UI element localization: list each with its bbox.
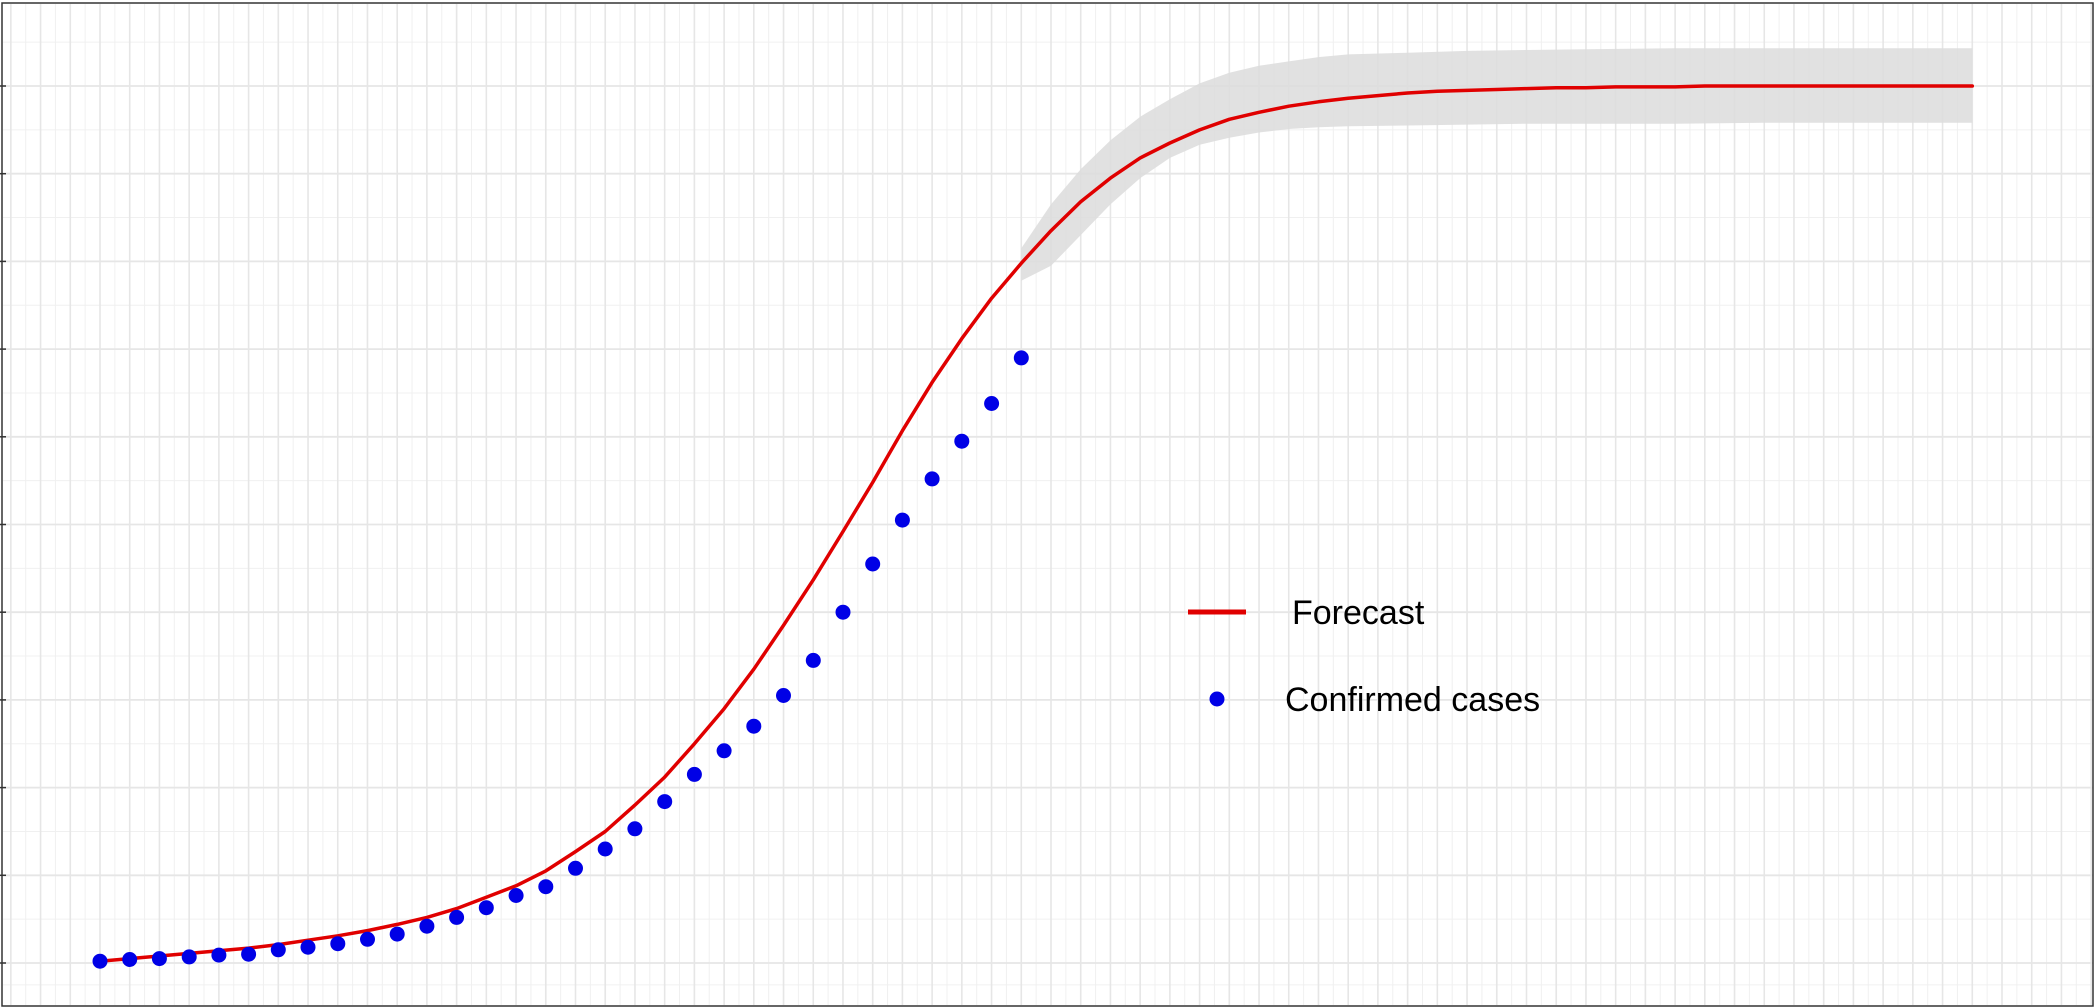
confirmed-case-point (181, 949, 197, 965)
minor-gridlines (3, 4, 2093, 1005)
confirmed-case-point (270, 942, 286, 958)
confirmed-case-point (538, 879, 554, 895)
confirmed-case-point (954, 433, 970, 449)
confirmed-case-point (627, 821, 643, 837)
confirmed-case-point (716, 743, 732, 759)
legend-confirmed-key (1209, 691, 1225, 707)
confirmed-case-point (894, 512, 910, 528)
confirmed-case-point (1013, 350, 1029, 366)
confirmed-case-point (389, 926, 405, 942)
confirmed-case-point (478, 900, 494, 916)
confirmed-case-point (449, 909, 465, 925)
confirmed-case-point (835, 604, 851, 620)
forecast-line-layer (98, 84, 1975, 963)
forecast-confidence-band (1021, 48, 1973, 281)
legend-forecast-label: Forecast (1292, 594, 1425, 632)
confirmed-case-point (805, 652, 821, 668)
confirmed-case-point (241, 946, 257, 962)
confirmed-case-point (865, 556, 881, 572)
y-axis-ticks (0, 85, 6, 964)
confirmed-case-point (211, 947, 227, 963)
confirmed-case-point (360, 931, 375, 947)
confirmed-case-point (92, 953, 108, 969)
forecast-band-area (1021, 48, 1973, 281)
confirmed-case-point (924, 471, 940, 487)
legend-confirmed-label: Confirmed cases (1285, 681, 1540, 719)
confirmed-case-point (330, 936, 346, 952)
confirmed-case-point (686, 766, 702, 782)
forecast-line (98, 84, 1975, 963)
legend: Forecast Confirmed cases (1188, 594, 1540, 719)
confirmed-case-point (300, 939, 316, 955)
confirmed-case-point (657, 794, 673, 810)
confirmed-case-point (776, 688, 791, 703)
confirmed-case-point (568, 860, 583, 876)
confirmed-case-point (508, 888, 524, 903)
confirmed-case-point (151, 951, 167, 967)
confirmed-case-point (419, 918, 435, 934)
confirmed-case-point (746, 718, 762, 734)
confirmed-case-point (597, 841, 613, 857)
confirmed-case-point (122, 952, 138, 967)
confirmed-cases-points (92, 350, 1029, 969)
confirmed-case-point (984, 396, 1000, 411)
